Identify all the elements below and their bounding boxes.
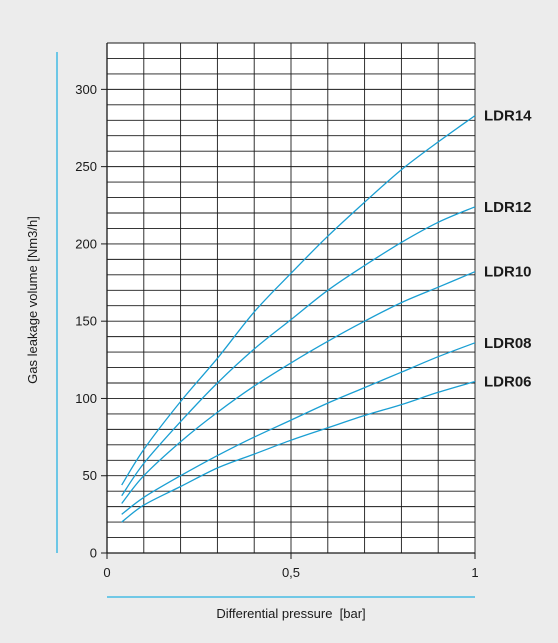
- y-tick-label: 50: [83, 468, 97, 483]
- y-axis-title: Gas leakage volume [Nm3/h]: [25, 216, 40, 384]
- series-line-ldr14: [121, 115, 476, 486]
- tick-labels: 0 50 100 150 200 250 300 0 0,5 1: [75, 82, 478, 580]
- y-tick-label: 200: [75, 236, 97, 251]
- x-axis-title: Differential pressure [bar]: [216, 606, 365, 621]
- y-tick-label: 150: [75, 314, 97, 329]
- x-tick-label: 0,5: [282, 565, 300, 580]
- series-label-ldr06: LDR06: [484, 373, 532, 390]
- series-label-ldr12: LDR12: [484, 199, 532, 216]
- y-tick-label: 250: [75, 159, 97, 174]
- series-line-ldr06: [121, 380, 476, 523]
- series-label-ldr10: LDR10: [484, 264, 532, 281]
- series-lines: [121, 115, 476, 523]
- series-line-ldr10: [121, 271, 476, 504]
- y-tick-label: 100: [75, 391, 97, 406]
- y-tick-label: 300: [75, 82, 97, 97]
- axes: [101, 43, 476, 559]
- grid-lines: [107, 42, 476, 553]
- series-line-ldr08: [121, 342, 476, 515]
- series-line-ldr12: [121, 206, 476, 497]
- series-labels: LDR14 LDR12 LDR10 LDR08 LDR06: [484, 108, 532, 391]
- series-label-ldr14: LDR14: [484, 108, 532, 125]
- x-tick-label: 0: [103, 565, 110, 580]
- y-tick-label: 0: [90, 546, 97, 561]
- x-tick-label: 1: [471, 565, 478, 580]
- series-label-ldr08: LDR08: [484, 335, 532, 352]
